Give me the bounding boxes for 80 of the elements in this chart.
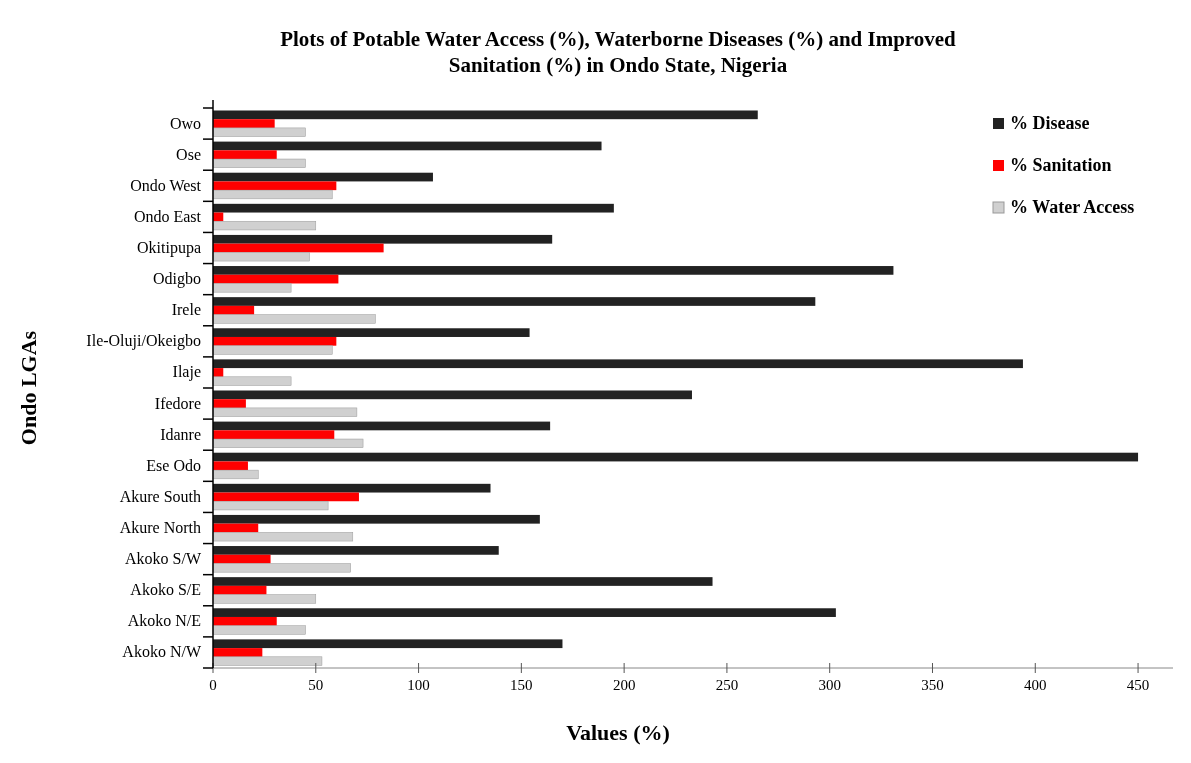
bar <box>213 492 359 502</box>
x-tick-label: 50 <box>308 677 324 693</box>
x-tick-label: 450 <box>1126 677 1150 693</box>
bar <box>212 189 333 200</box>
chart-title: Plots of Potable Water Access (%), Waterborne Diseases (%) and Improved Sanitation (%) in Ondo State, Nigeria <box>280 27 957 77</box>
bar <box>212 594 317 604</box>
bar <box>213 328 530 337</box>
x-tick-label: 400 <box>1024 677 1047 693</box>
bar <box>213 554 271 564</box>
bar <box>213 274 339 284</box>
bar <box>213 297 816 306</box>
bar <box>213 639 563 649</box>
bar <box>212 532 354 542</box>
y-tick-label: Okitipupa <box>137 239 201 257</box>
bar <box>213 359 1023 369</box>
y-tick-label: Akoko N/W <box>122 643 202 661</box>
bar <box>212 656 323 666</box>
bar <box>212 500 329 511</box>
y-tick-label: Akoko S/E <box>130 581 201 599</box>
bar <box>213 266 894 275</box>
bar <box>212 314 376 324</box>
y-tick-label: Idanre <box>160 425 201 443</box>
bar <box>213 141 602 151</box>
bar <box>212 376 292 386</box>
x-tick-label: 100 <box>407 677 430 693</box>
y-tick-label: Ose <box>176 145 201 163</box>
x-tick-label: 350 <box>921 677 944 693</box>
x-tick-label: 150 <box>510 677 533 693</box>
y-tick-label: Ese Odo <box>146 456 201 474</box>
bar <box>212 407 358 417</box>
y-tick-label: Irele <box>171 301 201 319</box>
bar <box>213 421 551 431</box>
x-tick-label: 250 <box>715 677 739 693</box>
bar <box>213 119 275 128</box>
legend-label: % Sanitation <box>1010 155 1112 175</box>
bar <box>212 438 364 448</box>
bar <box>213 616 277 626</box>
bar <box>213 172 433 182</box>
bar <box>212 469 259 480</box>
bar <box>213 452 1139 462</box>
bar <box>212 127 306 137</box>
y-tick-label: Ifedore <box>154 394 201 412</box>
legend-label: % Water Access <box>1010 197 1135 217</box>
bar <box>212 625 306 635</box>
bar <box>213 430 335 440</box>
bar <box>213 546 499 555</box>
y-tick-label: Akure South <box>119 487 201 505</box>
bar <box>213 150 277 160</box>
y-tick-label: Odigbo <box>153 270 201 289</box>
y-tick-label: Akoko S/W <box>125 550 202 568</box>
y-tick-label: Owo <box>169 114 201 132</box>
x-axis-title: Values (%) <box>566 720 670 745</box>
y-tick-label: Ile-Oluji/Okeigbo <box>86 332 201 351</box>
bar <box>213 390 692 400</box>
y-axis-title: Ondo LGAs <box>16 330 41 446</box>
bar <box>213 483 491 493</box>
bar <box>212 345 333 355</box>
bar <box>213 514 540 524</box>
bar <box>212 563 351 573</box>
y-tick-label: Akure North <box>119 519 201 536</box>
bar <box>213 203 614 213</box>
bar <box>212 220 317 231</box>
bar <box>213 234 553 244</box>
y-tick-label: Ondo East <box>133 207 202 225</box>
x-tick-label: 0 <box>209 677 217 693</box>
bar <box>212 252 310 262</box>
bar <box>213 243 384 253</box>
bar <box>213 110 758 120</box>
x-tick-label: 200 <box>612 677 636 693</box>
x-tick-label: 300 <box>818 677 841 693</box>
y-tick-label: Ondo West <box>130 176 202 194</box>
bar <box>212 283 292 293</box>
legend-label: % Disease <box>1010 113 1090 133</box>
bar <box>213 608 836 617</box>
bar <box>213 577 713 586</box>
bar <box>213 336 337 346</box>
y-tick-label: Akoko N/E <box>127 612 201 630</box>
bar <box>212 158 306 168</box>
bar <box>213 181 337 191</box>
y-tick-label: Ilaje <box>172 363 201 382</box>
